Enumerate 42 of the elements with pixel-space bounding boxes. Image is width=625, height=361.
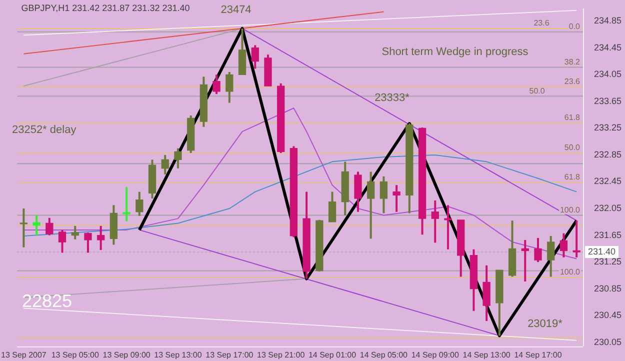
y-tick-label: 232.85 (594, 149, 622, 160)
annotation: 23019* (528, 318, 564, 330)
x-tick-label: 14 Sep 09:00 (411, 350, 460, 360)
y-tick-label: 233.65 (594, 96, 622, 106)
annotation: 0.0 (568, 22, 581, 32)
annotation: 38.2 (564, 58, 581, 66)
annotation: 23.6 (564, 76, 581, 86)
y-tick-label: 233.25 (594, 122, 622, 133)
x-tick-label: 14 Sep 01:00 (308, 350, 357, 360)
x-tick-label: 14 Sep 13:00 (462, 350, 511, 360)
annotation: 23252* delay (12, 124, 77, 136)
x-tick-label: 13 Sep 09:00 (102, 350, 151, 360)
annotation: 23474 (220, 4, 252, 16)
annotation: 50.0 (564, 143, 581, 152)
annotation: 100.0 (560, 205, 581, 214)
y-tick-label: 234.45 (594, 42, 622, 52)
annotation: Short term Wedge in progress (382, 46, 529, 58)
annotation: 61.8 (564, 172, 581, 182)
x-tick-label: 13 Sep 2007 (1, 350, 47, 360)
annotation: 61.8 (564, 113, 581, 122)
annotation: 22825 (22, 290, 72, 311)
y-tick-label: 231.25 (594, 256, 622, 267)
y-tick-label: 230.85 (594, 283, 622, 294)
y-tick-label: 232.45 (594, 176, 622, 186)
y-tick-label: 234.05 (594, 69, 622, 80)
x-tick-label: 14 Sep 05:00 (360, 350, 408, 360)
y-tick-label: 230.45 (594, 310, 622, 320)
annotation: 100.0 (560, 268, 581, 277)
annotation: 23.6 (534, 18, 550, 28)
y-tick-label: 232.05 (594, 203, 622, 214)
x-tick-label: 13 Sep 21:00 (257, 350, 306, 360)
x-tick-label: 13 Sep 17:00 (206, 350, 254, 360)
x-tick-label: 13 Sep 05:00 (51, 350, 100, 360)
ref-line-label: 231.40 (588, 246, 616, 257)
annotation: 50.0 (529, 86, 546, 96)
y-tick-label: 230.05 (594, 336, 622, 347)
x-tick-label: 13 Sep 13:00 (154, 350, 202, 360)
annotation: 23333* (374, 92, 410, 104)
chart-title: GBPJPY,H1 231.42 231.87 231.32 231.40 (21, 2, 190, 13)
x-tick-label: 14 Sep 17:00 (514, 350, 562, 360)
y-tick-label: 231.65 (594, 230, 622, 240)
y-tick-label: 234.85 (594, 16, 622, 26)
